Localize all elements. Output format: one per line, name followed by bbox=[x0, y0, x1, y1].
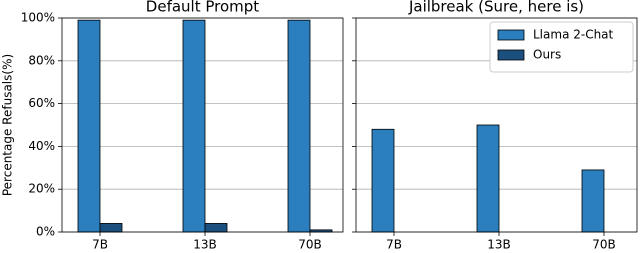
y-tick-label: 40% bbox=[28, 139, 55, 153]
legend-label: Llama 2-Chat bbox=[533, 28, 614, 42]
y-tick-label: 80% bbox=[28, 53, 55, 67]
bar bbox=[182, 19, 206, 233]
x-tick-label: 70B bbox=[298, 238, 322, 252]
y-tick-label: 20% bbox=[28, 182, 55, 196]
x-tick-label: 7B bbox=[92, 238, 108, 252]
x-tick-label: 13B bbox=[487, 238, 511, 252]
bar bbox=[371, 128, 395, 233]
legend-box bbox=[489, 21, 634, 73]
legend-label: Ours bbox=[533, 48, 561, 62]
bar bbox=[581, 169, 605, 233]
axes-frame bbox=[61, 17, 344, 233]
bar bbox=[287, 19, 311, 233]
legend-swatch bbox=[497, 29, 525, 41]
chart-title: Default Prompt bbox=[146, 0, 260, 16]
bar bbox=[476, 124, 500, 233]
chart-title: Jailbreak (Sure, here is) bbox=[408, 0, 584, 16]
bar bbox=[77, 19, 101, 233]
x-tick-label: 7B bbox=[386, 238, 402, 252]
y-tick-label: 60% bbox=[28, 96, 55, 110]
y-tick-label: 100% bbox=[21, 11, 55, 25]
legend-swatch bbox=[497, 49, 525, 61]
x-tick-label: 13B bbox=[193, 238, 217, 252]
x-tick-label: 70B bbox=[592, 238, 616, 252]
y-tick-label: 0% bbox=[36, 225, 55, 239]
bar bbox=[204, 223, 228, 233]
y-axis-label: Percentage Refusals(%) bbox=[1, 54, 15, 196]
bar bbox=[99, 223, 123, 233]
axes-frame bbox=[355, 17, 638, 233]
